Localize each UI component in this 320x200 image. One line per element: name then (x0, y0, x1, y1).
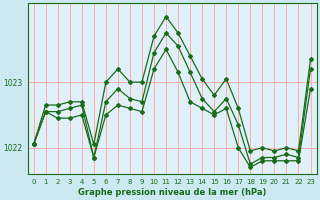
X-axis label: Graphe pression niveau de la mer (hPa): Graphe pression niveau de la mer (hPa) (78, 188, 266, 197)
